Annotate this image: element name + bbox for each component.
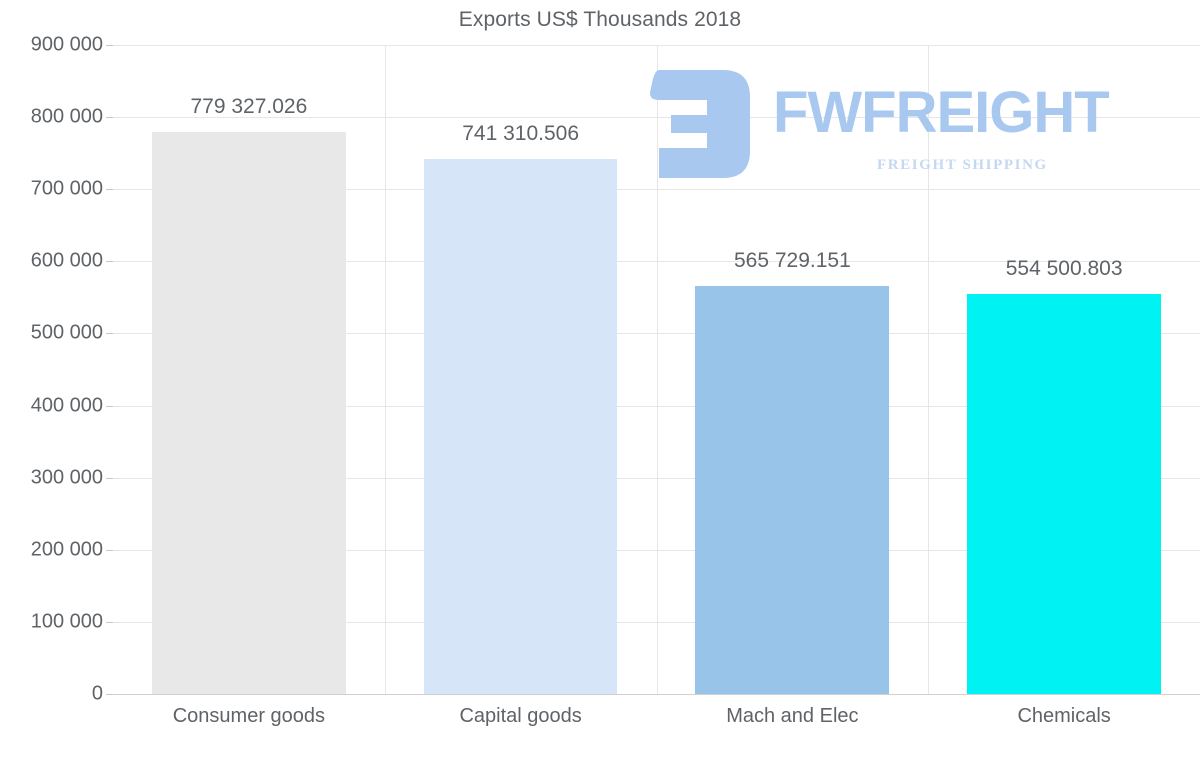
category-separator [384,45,386,694]
y-axis-tick-label: 500 000 [30,321,103,344]
x-axis-tick-label: Mach and Elec [726,705,859,727]
y-axis-tick-label: 700 000 [30,177,103,200]
bar-value-label: 565 729.151 [733,249,851,273]
y-axis-tick-label: 800 000 [30,105,103,128]
bar-value-label: 779 327.026 [190,95,308,119]
y-axis-tick-mark [106,405,113,407]
y-axis-tick-label: 400 000 [30,394,103,417]
x-axis-tick-label: Capital goods [459,705,582,727]
y-axis-tick-mark [106,117,113,119]
x-axis-tick-label: Chemicals [1017,705,1111,727]
y-axis-tick-label: 0 [91,682,103,705]
x-axis-tick-label: Consumer goods [172,705,326,727]
y-axis-tick-mark [106,549,113,551]
bar-value-label: 554 500.803 [1005,257,1123,281]
category-separator [656,45,658,694]
plot-area [113,45,1200,695]
y-axis-tick-label: 200 000 [30,538,103,561]
y-axis-tick-mark [106,261,113,263]
category-separator [928,45,930,694]
y-axis-tick-label: 100 000 [30,610,103,633]
y-axis-tick-label: 900 000 [30,33,103,56]
bar-2[interactable] [695,286,890,694]
y-axis-tick-label: 300 000 [30,466,103,489]
y-axis-tick-mark [106,477,113,479]
y-axis-tick-mark [106,189,113,191]
y-axis-tick-label: 600 000 [30,249,103,272]
bar-0[interactable] [151,132,346,694]
y-axis-tick-mark [106,694,113,695]
y-axis-tick-mark [106,621,113,623]
bar-1[interactable] [423,159,618,694]
bar-value-label: 741 310.506 [462,122,580,146]
y-axis-tick-mark [106,45,113,46]
y-axis-tick-mark [106,333,113,335]
chart-title: Exports US$ Thousands 2018 [458,8,742,31]
bar-3[interactable] [967,294,1161,694]
gridline [113,694,1200,695]
